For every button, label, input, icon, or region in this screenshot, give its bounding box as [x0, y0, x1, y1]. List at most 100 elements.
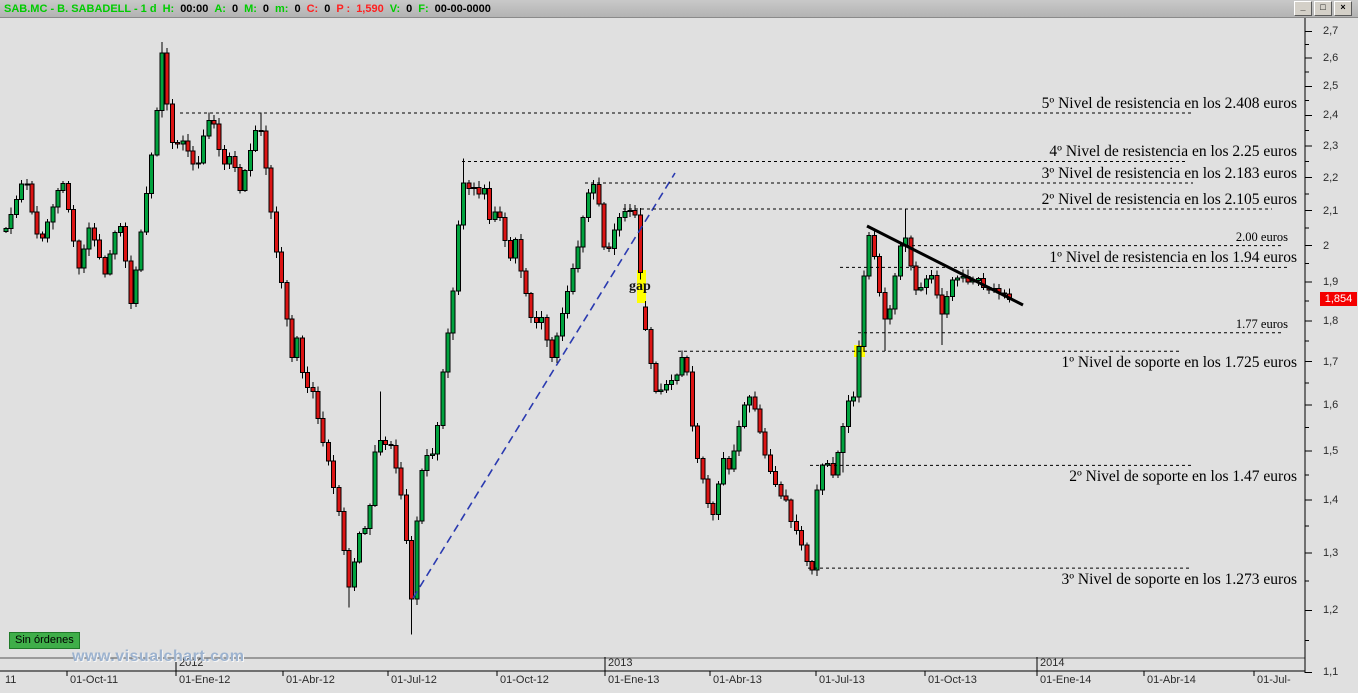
candle-down	[939, 294, 945, 315]
candle-up	[741, 404, 747, 428]
candle-down	[757, 408, 763, 433]
candle-down	[331, 460, 337, 489]
candle-up	[377, 440, 383, 453]
candle-up	[923, 278, 929, 288]
title-segment: 00:00	[180, 2, 209, 15]
candle-down	[700, 458, 706, 480]
candle-down	[601, 203, 607, 248]
candle-down	[476, 186, 482, 195]
candle-down	[341, 511, 347, 551]
candle-down	[305, 372, 311, 388]
candle-down	[320, 417, 326, 443]
candle-down	[273, 211, 279, 253]
candle-up	[611, 229, 617, 249]
candle-down	[190, 150, 196, 165]
candle-down	[383, 440, 389, 445]
candle-down	[497, 211, 503, 219]
candle-up	[367, 504, 373, 529]
candle-down	[175, 141, 181, 145]
candle-down	[809, 561, 815, 571]
candle-up	[866, 234, 872, 277]
candle-up	[143, 192, 149, 233]
candle-down	[726, 457, 732, 470]
candle-down	[211, 119, 217, 125]
candle-down	[299, 337, 305, 374]
candle-up	[861, 275, 867, 348]
candle-up	[149, 154, 155, 194]
candle-down	[767, 454, 773, 473]
candle-down	[185, 140, 191, 152]
title-segment: 1,590	[356, 2, 384, 15]
title-bar[interactable]: SAB.MC - B. SABADELL - 1 d H: 00:00 A: 0 M: 0 m…	[0, 0, 1358, 18]
candle-up	[440, 371, 446, 426]
maximize-button[interactable]: □	[1314, 1, 1332, 16]
chart-area[interactable]: 5º Nivel de resistencia en los 2.408 eur…	[0, 18, 1358, 693]
chart-title: SAB.MC - B. SABADELL - 1 d H: 00:00 A: 0 M: 0 m…	[0, 3, 497, 15]
candle-up	[887, 308, 893, 320]
candle-down	[487, 187, 493, 221]
title-segment: 00-00-0000	[434, 2, 491, 15]
candle-down	[788, 499, 794, 522]
candle-up	[424, 454, 430, 471]
candle-up	[669, 379, 675, 386]
candle-down	[310, 386, 316, 392]
candle-up	[658, 389, 664, 393]
candle-down	[315, 390, 321, 419]
candle-down	[403, 494, 409, 541]
candle-up	[492, 211, 498, 221]
candle-up	[814, 489, 820, 571]
candle-up	[455, 224, 461, 292]
candle-up	[435, 424, 441, 455]
candle-up	[565, 290, 571, 314]
candle-down	[882, 291, 888, 320]
candle-up	[559, 312, 565, 337]
candle-down	[346, 549, 352, 588]
candle-down	[544, 316, 550, 341]
title-segment: H:	[162, 2, 175, 15]
candle-up	[450, 290, 456, 334]
title-segment: P :	[336, 2, 351, 15]
chart-canvas[interactable]	[0, 18, 1358, 693]
candle-down	[523, 270, 529, 295]
close-button[interactable]: ×	[1334, 1, 1352, 16]
candle-down	[518, 238, 524, 272]
candle-down	[237, 166, 243, 192]
candle-up	[247, 150, 253, 171]
candle-up	[24, 183, 30, 186]
candle-up	[747, 396, 753, 406]
candle-up	[445, 332, 451, 373]
title-segment: 0	[294, 2, 301, 15]
candle-up	[227, 155, 233, 165]
candle-down	[409, 539, 415, 600]
candle-up	[372, 451, 378, 506]
candle-down	[752, 396, 758, 410]
candle-down	[549, 339, 555, 358]
highlight-mark	[637, 270, 646, 303]
candle-down	[398, 467, 404, 496]
title-segment: 0	[231, 2, 239, 15]
candle-up	[819, 464, 825, 491]
candle-up	[570, 267, 576, 292]
candle-down	[606, 246, 612, 249]
candle-up	[201, 135, 207, 164]
candle-down	[793, 520, 799, 531]
candle-up	[159, 52, 165, 112]
candle-up	[133, 269, 139, 304]
candle-down	[877, 255, 883, 293]
candle-up	[856, 346, 862, 398]
minimize-button[interactable]: _	[1294, 1, 1312, 16]
candle-up	[840, 426, 846, 454]
candle-up	[663, 384, 669, 391]
candle-up	[117, 225, 123, 234]
candle-up	[539, 316, 545, 323]
candle-up	[929, 275, 935, 280]
title-segment: C:	[306, 2, 319, 15]
candle-down	[263, 130, 269, 169]
candle-down	[76, 240, 82, 269]
candle-up	[154, 110, 160, 156]
candle-down	[284, 281, 290, 320]
title-segment: V:	[389, 2, 401, 15]
candle-up	[591, 183, 597, 194]
candle-up	[351, 561, 357, 588]
candle-down	[830, 462, 836, 476]
